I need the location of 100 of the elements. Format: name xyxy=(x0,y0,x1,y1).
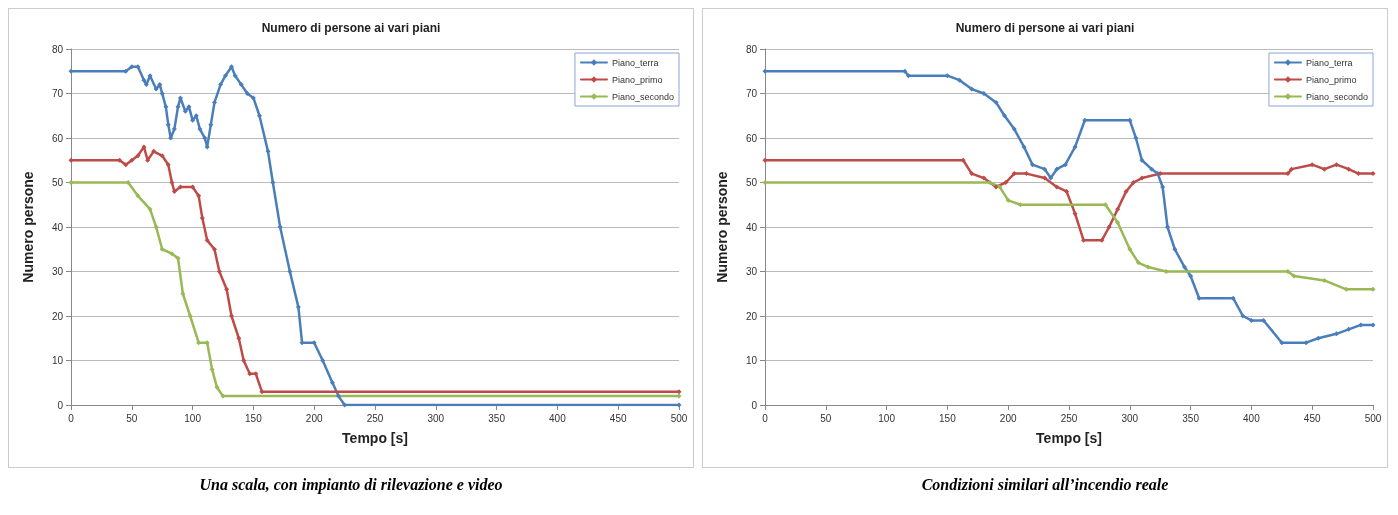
point xyxy=(129,157,135,163)
x-tick-label: 200 xyxy=(999,412,1017,424)
y-tick-label: 80 xyxy=(745,43,758,55)
point xyxy=(123,68,129,74)
legend-label: Piano_terra xyxy=(611,57,659,68)
y-tick-label: 50 xyxy=(745,177,758,188)
y-tick-label: 0 xyxy=(751,399,758,411)
point xyxy=(311,340,317,346)
point xyxy=(1334,162,1340,168)
point xyxy=(218,82,224,88)
x-tick-label: 300 xyxy=(427,412,445,424)
point xyxy=(135,64,141,70)
point xyxy=(244,91,250,96)
point xyxy=(175,255,181,261)
point xyxy=(147,206,153,212)
point xyxy=(1054,184,1060,190)
point xyxy=(68,68,74,74)
legend-label: Piano_terra xyxy=(1305,57,1353,68)
x-tick-label: 100 xyxy=(184,412,202,424)
point xyxy=(1145,264,1151,270)
point xyxy=(141,77,147,83)
point xyxy=(1023,171,1029,177)
point xyxy=(220,393,226,399)
point xyxy=(1248,317,1254,323)
point xyxy=(960,157,966,163)
x-tick-label: 350 xyxy=(488,412,506,424)
point xyxy=(171,126,177,132)
y-tick-label: 50 xyxy=(51,177,64,188)
point xyxy=(1030,162,1036,168)
point xyxy=(1346,166,1352,172)
point xyxy=(969,171,975,177)
point xyxy=(993,184,999,190)
point xyxy=(1042,166,1048,172)
point xyxy=(1261,317,1267,323)
point xyxy=(993,99,999,105)
point xyxy=(1182,264,1188,270)
point xyxy=(1309,162,1315,168)
point xyxy=(1017,202,1023,208)
x-axis-title: Tempo [s] xyxy=(342,430,408,446)
point xyxy=(1048,175,1054,181)
point xyxy=(165,162,171,168)
point xyxy=(169,180,175,185)
point xyxy=(232,73,238,79)
point xyxy=(208,122,214,128)
y-tick-label: 40 xyxy=(745,221,758,233)
point xyxy=(1240,313,1246,319)
point xyxy=(241,358,247,363)
point xyxy=(762,157,768,163)
point xyxy=(1099,237,1105,243)
point xyxy=(1315,335,1321,341)
x-tick-label: 450 xyxy=(1303,412,1321,424)
point xyxy=(168,135,174,141)
point xyxy=(1343,286,1349,292)
point xyxy=(1005,197,1011,203)
point xyxy=(1358,322,1364,328)
point xyxy=(1321,166,1327,172)
point xyxy=(165,122,171,128)
legend-label: Piano_primo xyxy=(1305,74,1357,85)
point xyxy=(151,148,157,154)
point xyxy=(762,68,768,74)
y-tick-label: 10 xyxy=(51,355,64,366)
point xyxy=(1370,171,1376,177)
point xyxy=(236,335,242,341)
point xyxy=(944,73,950,79)
x-tick-label: 250 xyxy=(366,412,384,424)
point xyxy=(1135,260,1141,266)
point xyxy=(1072,144,1078,150)
point xyxy=(1115,220,1121,226)
x-tick-label: 400 xyxy=(549,412,567,424)
point xyxy=(997,184,1003,190)
y-tick-label: 60 xyxy=(51,132,64,144)
point xyxy=(135,153,141,159)
point xyxy=(1303,340,1309,346)
x-tick-label: 50 xyxy=(820,412,832,424)
point xyxy=(190,184,196,190)
point xyxy=(1115,206,1121,212)
text: Condizioni similari all’incendio reale xyxy=(920,476,1170,494)
point xyxy=(224,286,230,292)
point xyxy=(1139,175,1145,181)
point xyxy=(238,82,244,88)
point xyxy=(1289,166,1295,172)
point xyxy=(129,64,135,70)
point xyxy=(1003,180,1009,185)
legend-label: Piano_secondo xyxy=(611,91,675,102)
x-tick-label: 400 xyxy=(1243,412,1261,424)
point xyxy=(1011,126,1017,132)
point xyxy=(153,86,159,92)
y-tick-label: 70 xyxy=(51,88,64,99)
point xyxy=(905,73,911,79)
point xyxy=(159,153,165,159)
point xyxy=(1196,295,1202,301)
point xyxy=(125,180,131,185)
point xyxy=(1346,326,1352,332)
point xyxy=(1279,340,1285,346)
y-axis-title: Numero persone xyxy=(20,171,36,283)
point xyxy=(277,224,283,230)
point xyxy=(197,126,203,132)
point xyxy=(177,184,183,190)
point xyxy=(159,246,165,252)
point xyxy=(204,340,210,346)
